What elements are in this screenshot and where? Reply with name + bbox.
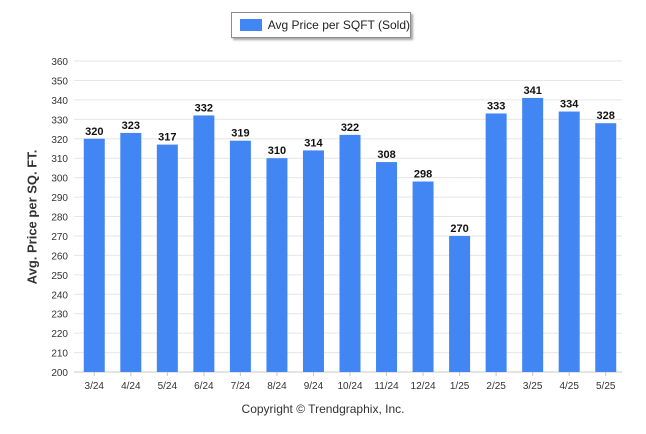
x-tick-label: 4/25 xyxy=(559,381,579,392)
y-tick-label: 340 xyxy=(51,96,68,107)
y-tick-label: 260 xyxy=(51,251,68,262)
x-tick-label: 1/25 xyxy=(450,381,470,392)
bar xyxy=(412,181,434,372)
x-tick-label: 7/24 xyxy=(231,381,251,392)
x-tick-label: 4/24 xyxy=(121,381,141,392)
data-label: 298 xyxy=(414,169,432,181)
legend-swatch xyxy=(240,19,262,31)
legend: Avg Price per SQFT (Sold) xyxy=(231,12,411,38)
x-tick-label: 10/24 xyxy=(337,381,362,392)
x-tick-label: 3/25 xyxy=(523,381,543,392)
copyright-text: Copyright © Trendgraphix, Inc. xyxy=(241,402,405,416)
bar xyxy=(156,144,178,372)
y-tick-label: 240 xyxy=(51,290,68,301)
data-label: 322 xyxy=(341,122,359,134)
bar xyxy=(229,140,251,372)
legend-label: Avg Price per SQFT (Sold) xyxy=(267,18,410,32)
bar xyxy=(266,158,288,372)
y-tick-label: 250 xyxy=(51,271,68,282)
data-label: 332 xyxy=(195,102,213,114)
y-tick-label: 320 xyxy=(51,135,68,146)
data-label: 333 xyxy=(487,100,505,112)
bar xyxy=(485,113,507,372)
data-label: 334 xyxy=(560,99,579,111)
y-tick-label: 220 xyxy=(51,329,68,340)
x-tick-label: 8/24 xyxy=(267,381,287,392)
data-label: 328 xyxy=(597,110,615,122)
data-label: 320 xyxy=(85,126,103,138)
data-label: 270 xyxy=(450,223,468,235)
y-tick-label: 230 xyxy=(51,310,68,321)
y-tick-label: 310 xyxy=(51,154,68,165)
bar xyxy=(522,97,544,373)
data-label: 319 xyxy=(231,128,249,140)
data-label: 317 xyxy=(158,132,176,144)
y-tick-label: 350 xyxy=(51,76,68,87)
x-tick-label: 11/24 xyxy=(374,381,399,392)
bar xyxy=(595,123,617,372)
bar xyxy=(302,150,324,372)
y-tick-label: 360 xyxy=(51,57,68,68)
bar xyxy=(449,235,471,372)
bar xyxy=(120,132,142,372)
y-tick-label: 300 xyxy=(51,174,68,185)
x-tick-label: 2/25 xyxy=(486,381,506,392)
x-tick-label: 9/24 xyxy=(304,381,324,392)
data-label: 310 xyxy=(268,145,286,157)
bar xyxy=(339,134,361,372)
y-tick-label: 210 xyxy=(51,349,68,360)
bar xyxy=(376,162,398,372)
y-tick-label: 290 xyxy=(51,193,68,204)
data-label: 341 xyxy=(523,85,541,97)
x-tick-label: 5/25 xyxy=(596,381,616,392)
x-tick-label: 12/24 xyxy=(411,381,436,392)
bar xyxy=(558,111,580,372)
bar xyxy=(193,115,215,373)
y-tick-label: 330 xyxy=(51,115,68,126)
y-tick-label: 200 xyxy=(51,368,68,379)
y-tick-label: 280 xyxy=(51,213,68,224)
x-tick-label: 5/24 xyxy=(158,381,178,392)
x-tick-label: 6/24 xyxy=(194,381,214,392)
x-tick-label: 3/24 xyxy=(85,381,105,392)
data-label: 323 xyxy=(122,120,140,132)
y-tick-label: 270 xyxy=(51,232,68,243)
data-label: 308 xyxy=(377,149,395,161)
data-label: 314 xyxy=(304,137,323,149)
bar xyxy=(83,138,105,372)
